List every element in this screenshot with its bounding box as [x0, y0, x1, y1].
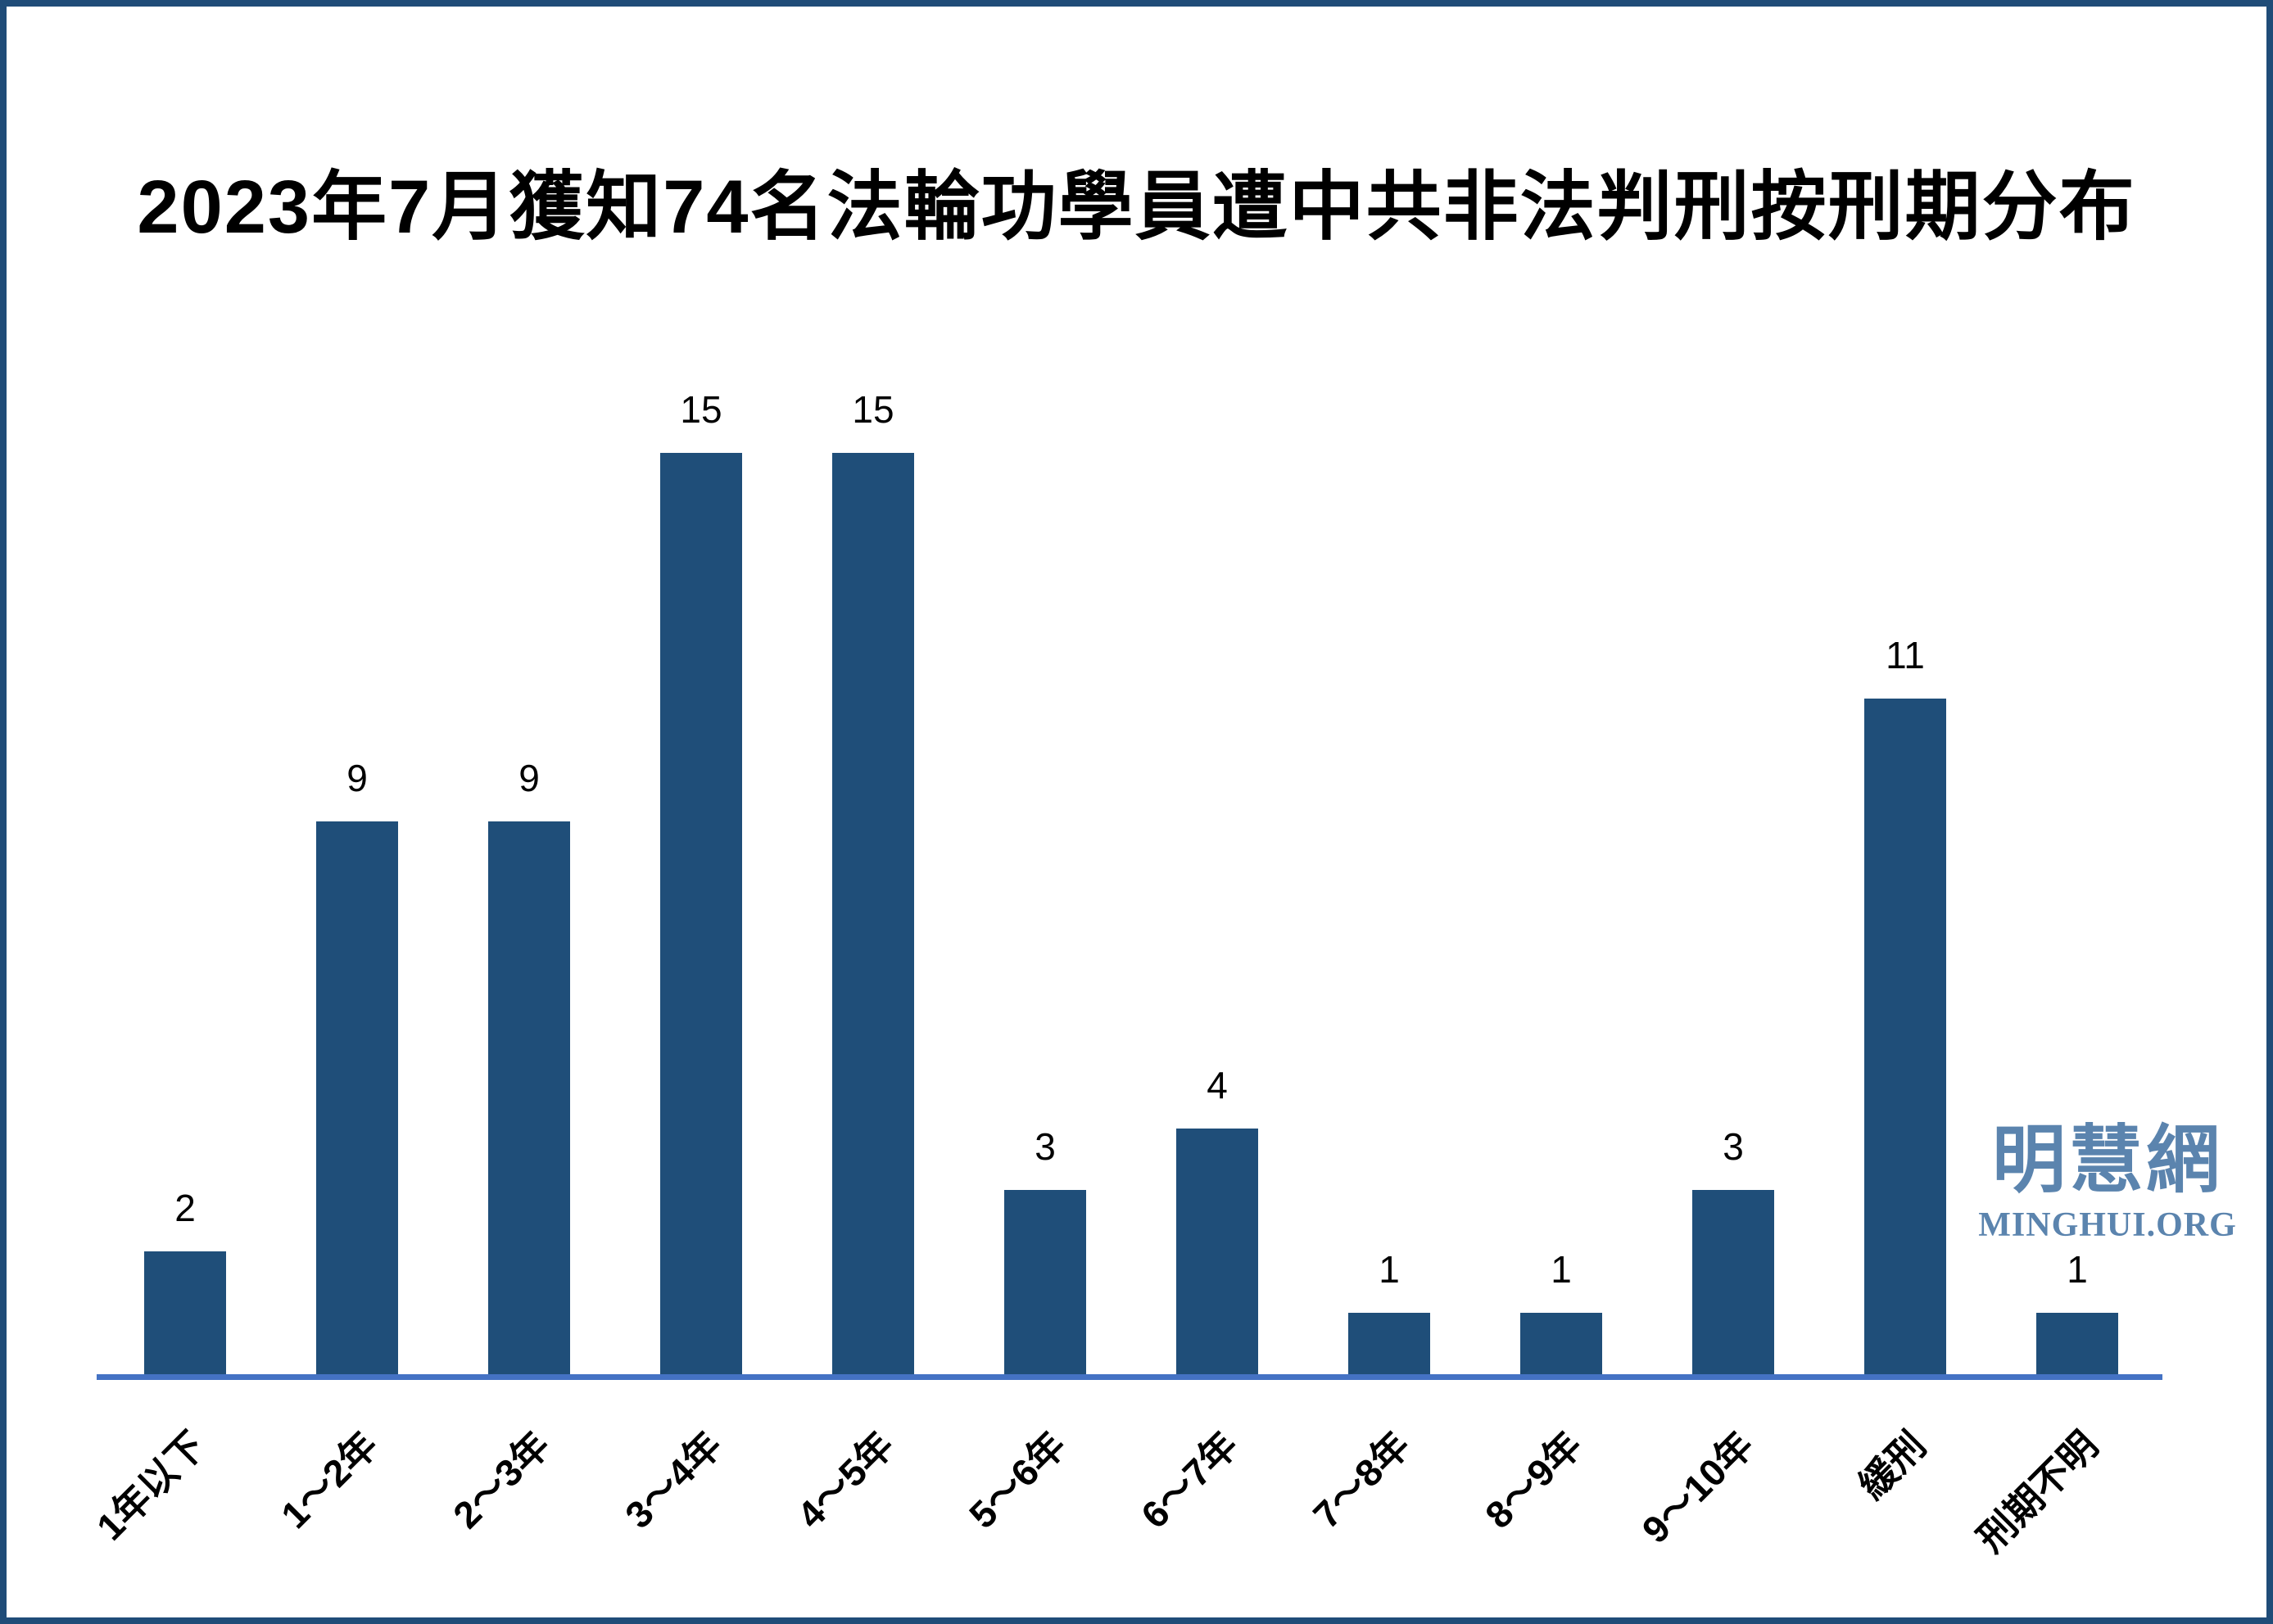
bar	[1176, 1129, 1258, 1374]
bar-value-label: 11	[1886, 634, 1925, 676]
bar	[1348, 1313, 1430, 1374]
bar	[1692, 1190, 1774, 1374]
plot-area: 2 1年以下 9 1～2年 9 2～3年 15 3～4年 15 4～5年 3 5～6年 4 6～7年 1 7～…	[7, 7, 2266, 1617]
bar-value-label: 15	[680, 388, 722, 431]
bar	[1520, 1313, 1602, 1374]
bar	[832, 453, 914, 1374]
bar	[316, 821, 398, 1374]
bar	[488, 821, 570, 1374]
bar	[144, 1251, 226, 1374]
bar	[1864, 699, 1946, 1374]
bar-value-label: 9	[518, 757, 540, 799]
bar-value-label: 3	[1723, 1125, 1744, 1168]
watermark-chinese-logo: 明慧網	[1992, 1120, 2223, 1201]
x-axis-line	[97, 1374, 2162, 1380]
watermark-site-name: MINGHUI.ORG	[1978, 1206, 2237, 1244]
bar-value-label: 1	[1379, 1248, 1400, 1291]
bar	[660, 453, 742, 1374]
bar-value-label: 15	[852, 388, 894, 431]
bar-value-label: 4	[1207, 1064, 1228, 1106]
chart-title: 2023年7月獲知74名法輪功學員遭中共非法判刑按刑期分布	[137, 165, 2136, 249]
bar-value-label: 2	[174, 1187, 196, 1229]
minghui-watermark: 明慧網 MINGHUI.ORG	[1976, 1124, 2239, 1245]
bar	[1004, 1190, 1086, 1374]
bar-value-label: 9	[346, 757, 368, 799]
bar-value-label: 1	[2067, 1248, 2088, 1291]
bar	[2036, 1313, 2118, 1374]
bar-value-label: 1	[1551, 1248, 1572, 1291]
bar-value-label: 3	[1035, 1125, 1056, 1168]
